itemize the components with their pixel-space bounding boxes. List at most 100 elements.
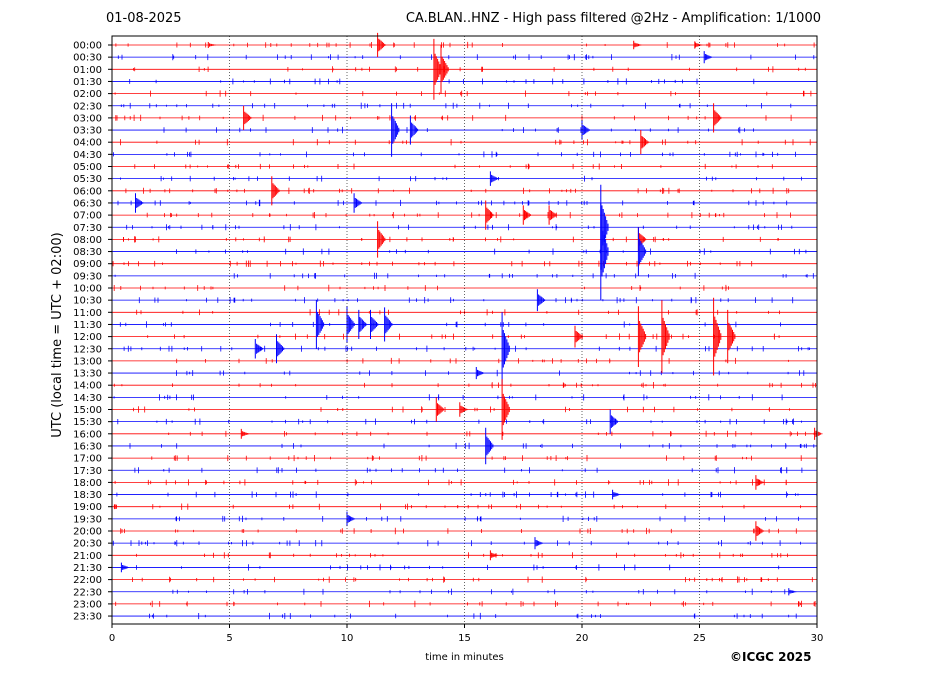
y-tick-label: 17:30 <box>73 466 102 477</box>
trace-noise <box>120 139 811 146</box>
trace-row-0530 <box>112 175 817 182</box>
seismic-event <box>637 227 647 276</box>
x-tick-label: 20 <box>576 633 589 644</box>
trace-row-0600 <box>112 187 817 194</box>
seismic-event <box>755 475 764 490</box>
trace-row-1730 <box>112 467 817 474</box>
seismic-event <box>713 297 722 376</box>
trace-noise <box>116 491 818 498</box>
seismic-event <box>240 428 249 439</box>
y-tick-label: 06:30 <box>73 198 102 209</box>
x-tick-label: 30 <box>811 633 824 644</box>
trace-noise <box>112 540 801 547</box>
trace-row-1330 <box>112 369 817 377</box>
seismic-event <box>254 339 264 359</box>
seismic-event <box>661 300 670 374</box>
y-tick-label: 17:00 <box>73 454 102 465</box>
seismic-event <box>703 51 712 64</box>
y-tick-label: 21:30 <box>73 563 102 574</box>
y-tick-label: 11:00 <box>73 308 102 319</box>
trace-noise <box>114 272 814 279</box>
trace-noise <box>114 90 812 97</box>
seismic-event <box>370 309 379 339</box>
trace-noise <box>117 199 788 207</box>
trace-row-1400 <box>112 382 817 389</box>
y-tick-label: 04:00 <box>73 138 102 149</box>
trace-noise <box>125 187 790 194</box>
seismic-event <box>346 306 355 343</box>
seismic-event <box>713 103 722 133</box>
trace-noise <box>113 284 729 292</box>
seismic-event <box>384 307 393 342</box>
seismic-event <box>120 562 130 573</box>
seismic-event <box>633 40 642 50</box>
y-tick-label: 13:30 <box>73 369 102 380</box>
y-tick-label: 19:00 <box>73 502 102 513</box>
trace-noise <box>115 600 816 608</box>
trace-row-1930 <box>112 515 817 522</box>
y-tick-label: 02:30 <box>73 101 102 112</box>
trace-row-0930 <box>112 272 817 279</box>
trace-row-1800 <box>112 479 817 486</box>
seismic-event <box>534 537 543 550</box>
trace-noise <box>176 369 805 377</box>
trace-noise <box>120 527 797 535</box>
seismic-event <box>377 32 386 58</box>
trace-row-1430 <box>112 394 817 401</box>
traces-group <box>112 32 823 620</box>
y-tick-label: 18:30 <box>73 490 102 501</box>
y-tick-label: 03:30 <box>73 126 102 137</box>
chart-title: CA.BLAN..HNZ - High pass filtered @2Hz -… <box>405 11 821 26</box>
trace-noise <box>136 564 780 571</box>
seismic-event <box>788 588 797 596</box>
trace-row-1830 <box>112 491 818 498</box>
trace-row-0800 <box>112 236 817 243</box>
trace-row-1630 <box>112 442 817 450</box>
y-tick-label: 14:00 <box>73 381 102 392</box>
seismic-event <box>548 205 557 225</box>
trace-row-0430 <box>112 151 817 158</box>
seismic-event <box>637 306 647 367</box>
trace-noise <box>113 394 783 401</box>
trace-noise <box>126 224 793 231</box>
y-tick-label: 15:00 <box>73 405 102 416</box>
trace-row-0400 <box>112 139 817 146</box>
trace-noise <box>117 418 802 425</box>
y-tick-label: 05:30 <box>73 174 102 185</box>
y-tick-label: 05:00 <box>73 162 102 173</box>
grid-group <box>229 36 700 624</box>
seismic-event <box>315 300 325 349</box>
seismic-event <box>694 41 703 49</box>
x-axis-title: time in minutes <box>425 652 504 663</box>
y-tick-label: 09:00 <box>73 259 102 270</box>
seismic-event <box>581 120 590 140</box>
trace-noise <box>134 467 803 474</box>
y-tick-label: 20:30 <box>73 539 102 550</box>
trace-noise <box>168 430 815 437</box>
trace-noise <box>114 479 787 486</box>
seismic-event <box>600 203 609 301</box>
y-tick-label: 08:30 <box>73 247 102 258</box>
seismic-event <box>501 379 510 440</box>
trace-row-0630 <box>112 199 817 207</box>
seismic-event <box>609 409 618 434</box>
trace-noise <box>120 102 792 109</box>
trace-noise <box>123 345 810 352</box>
trace-noise <box>149 612 797 620</box>
seismic-event <box>485 427 494 465</box>
seismic-event <box>489 171 499 186</box>
y-tick-label: 14:30 <box>73 393 102 404</box>
trace-noise <box>151 455 802 462</box>
seismic-event <box>489 550 499 561</box>
seismic-event <box>353 193 362 213</box>
trace-noise <box>176 248 807 255</box>
y-tick-label: 19:30 <box>73 514 102 525</box>
trace-noise <box>134 163 773 170</box>
trace-noise <box>129 78 755 85</box>
y-tick-label: 01:00 <box>73 65 102 76</box>
trace-noise <box>120 175 802 182</box>
y-tick-label: 13:00 <box>73 356 102 367</box>
trace-noise <box>132 576 813 583</box>
x-tick-label: 15 <box>458 633 471 644</box>
